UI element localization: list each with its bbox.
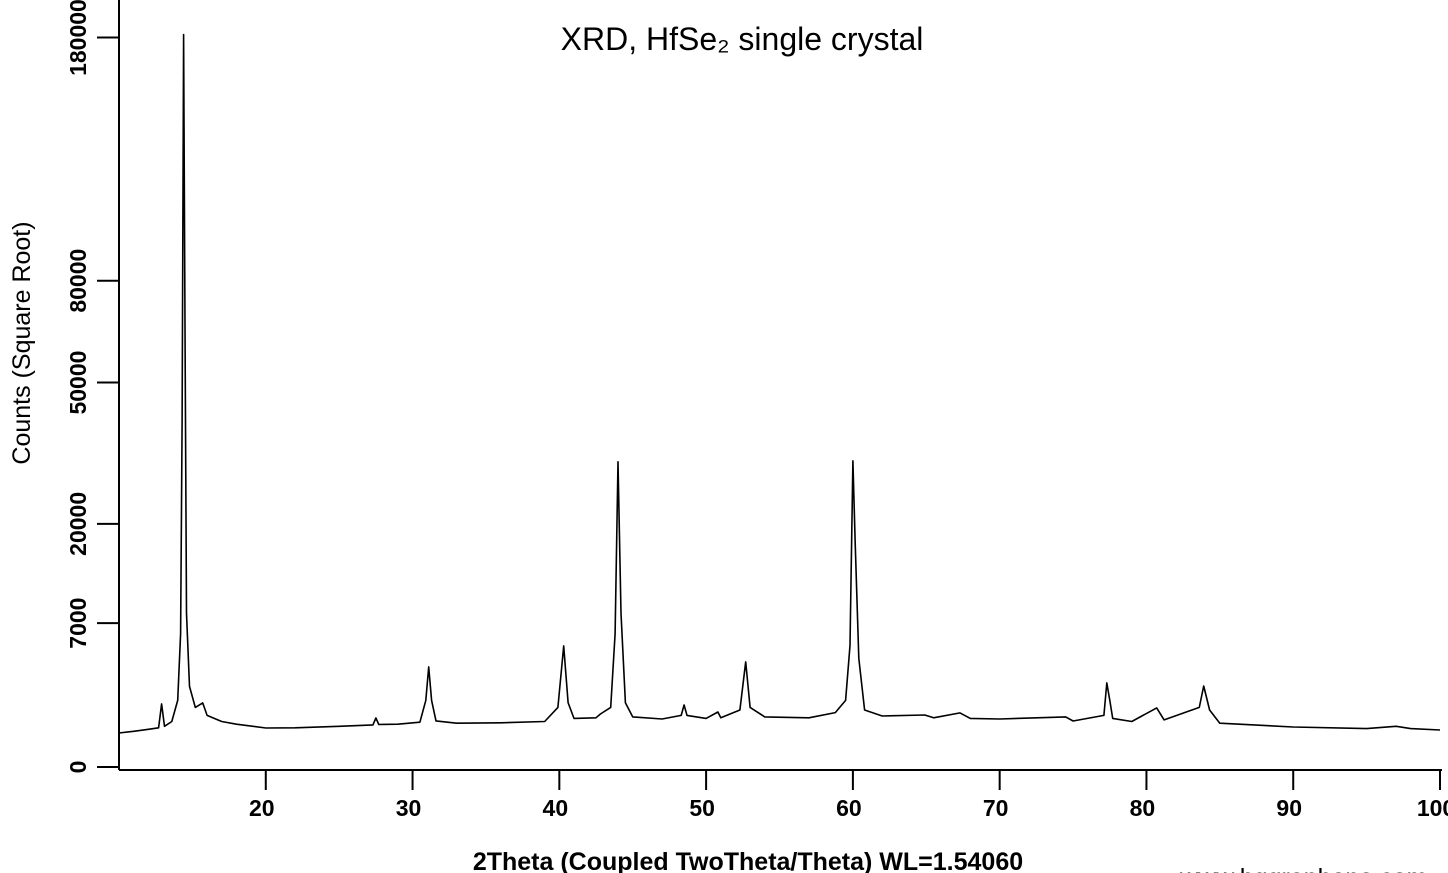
x-axis-label: 2Theta (Coupled TwoTheta/Theta) WL=1.540…	[473, 848, 1023, 873]
x-tick-label: 60	[836, 795, 862, 821]
y-tick-label: 50000	[65, 351, 91, 415]
y-axis-label: Counts (Square Root)	[8, 221, 36, 464]
x-tick-label: 90	[1276, 795, 1302, 821]
x-tick-label: 100	[1417, 795, 1448, 821]
x-tick-label: 20	[249, 795, 275, 821]
y-tick-label: 80000	[65, 249, 91, 313]
y-tick-label: 180000	[65, 0, 91, 76]
watermark: www.hqgraphene.com	[1179, 864, 1427, 873]
x-tick-label: 30	[396, 795, 422, 821]
x-tick-label: 70	[983, 795, 1009, 821]
x-tick-label: 40	[543, 795, 569, 821]
y-tick-label: 20000	[65, 492, 91, 556]
chart-title: XRD, HfSe₂ single crystal	[561, 21, 924, 57]
x-tick-label: 80	[1130, 795, 1156, 821]
x-tick-label: 50	[689, 795, 715, 821]
y-tick-label: 7000	[65, 598, 91, 649]
y-tick-label: 0	[65, 761, 91, 774]
data-line	[118, 33, 1441, 734]
